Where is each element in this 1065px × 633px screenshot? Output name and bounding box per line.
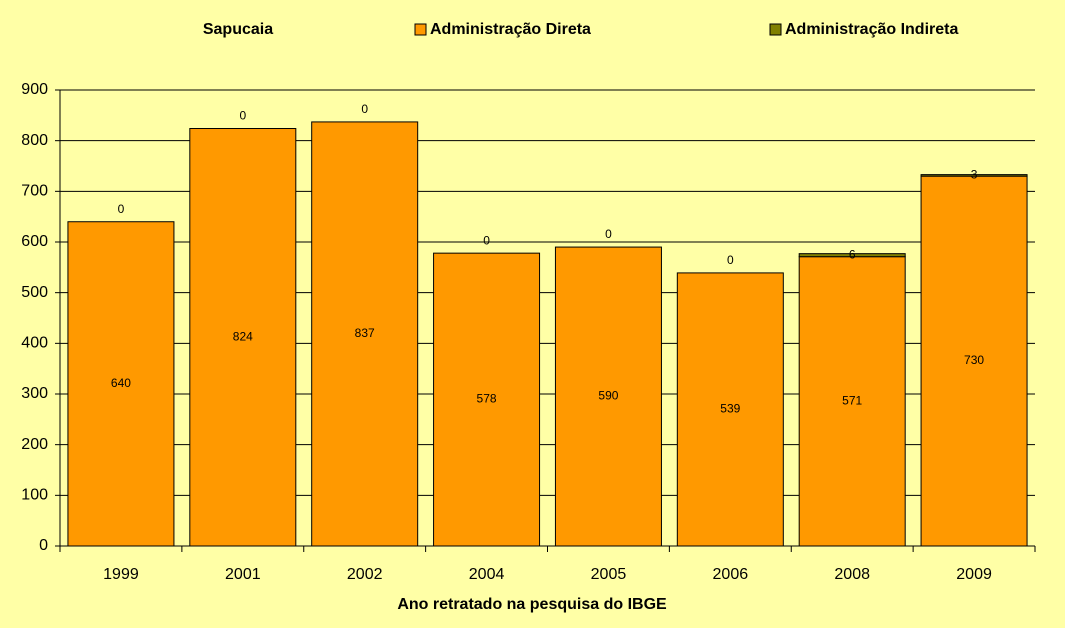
data-label: 0 (483, 233, 490, 247)
y-tick-label: 300 (21, 385, 48, 402)
data-label: 0 (727, 253, 734, 267)
y-tick-label: 400 (21, 335, 48, 352)
y-tick-label: 700 (21, 183, 48, 200)
x-tick-label: 2005 (591, 566, 627, 583)
data-label: 3 (971, 168, 978, 182)
x-tick-label: 2002 (347, 566, 383, 583)
y-tick-label: 500 (21, 284, 48, 301)
x-tick-label: 2006 (713, 566, 749, 583)
x-tick-label: 2008 (834, 566, 870, 583)
data-label: 0 (239, 109, 246, 123)
chart-title: Sapucaia (203, 21, 273, 38)
data-label: 0 (605, 227, 612, 241)
bar-segment (189, 128, 297, 547)
y-tick-label: 100 (21, 487, 48, 504)
legend-swatch (769, 23, 782, 36)
y-tick-label: 0 (39, 537, 48, 554)
bar-segment (920, 175, 1028, 547)
data-label: 0 (361, 102, 368, 116)
bar-segment (798, 256, 906, 547)
data-label: 837 (355, 326, 375, 340)
bar-segment (67, 221, 175, 547)
legend-swatch (414, 23, 427, 36)
x-axis-title: Ano retratado na pesquisa do IBGE (397, 596, 667, 613)
data-label: 824 (233, 329, 253, 343)
bar-segment (798, 253, 906, 258)
data-label: 571 (842, 394, 862, 408)
data-label: 730 (964, 353, 984, 367)
x-tick-label: 1999 (103, 566, 139, 583)
data-label: 590 (598, 389, 618, 403)
data-label: 6 (849, 247, 856, 261)
bar-segment (311, 121, 419, 547)
data-label: 539 (720, 402, 740, 416)
data-label: 640 (111, 376, 131, 390)
y-tick-label: 900 (21, 81, 48, 98)
x-tick-label: 2009 (956, 566, 992, 583)
y-tick-label: 800 (21, 132, 48, 149)
data-label: 578 (477, 392, 497, 406)
bar-segment (433, 252, 541, 547)
bar-segment (676, 272, 784, 547)
bar-segment (920, 174, 1028, 177)
y-tick-label: 200 (21, 436, 48, 453)
legend-label: Administração Direta (430, 21, 591, 38)
legend-label: Administração Indireta (785, 21, 958, 38)
data-label: 0 (118, 202, 125, 216)
x-tick-label: 2001 (225, 566, 261, 583)
bar-segment (554, 246, 662, 547)
y-tick-label: 600 (21, 233, 48, 250)
x-tick-label: 2004 (469, 566, 505, 583)
